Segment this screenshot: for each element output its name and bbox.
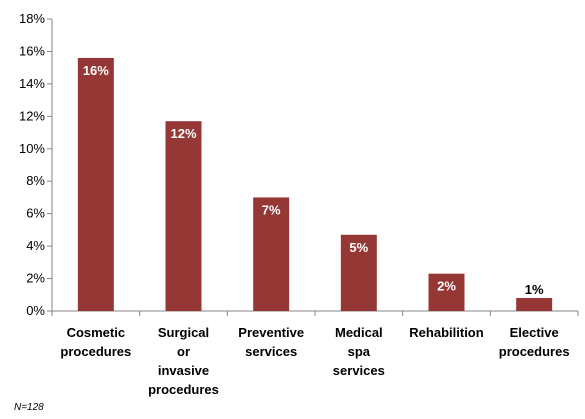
- data-label: 16%: [83, 63, 109, 78]
- y-tick-label: 0%: [26, 303, 45, 318]
- y-tick-label: 16%: [19, 43, 45, 58]
- x-tick-label: Surgical or invasive procedures: [148, 325, 219, 397]
- y-tick-label: 4%: [26, 238, 45, 253]
- x-axis-ticks: Cosmetic procedures Surgical or invasive proc…: [60, 325, 569, 397]
- x-tick-label: Preventive services: [238, 325, 304, 359]
- bar: [166, 121, 202, 311]
- chart-data-labels: 16% 12% 7% 5% 2% 1%: [83, 63, 544, 297]
- y-axis-ticks: 0% 2% 4% 6% 8% 10% 12% 14% 16% 18%: [19, 11, 52, 318]
- y-tick-label: 12%: [19, 108, 45, 123]
- data-label: 7%: [262, 202, 281, 217]
- y-tick-label: 14%: [19, 76, 45, 91]
- y-tick-label: 6%: [26, 206, 45, 221]
- bar: [78, 58, 114, 311]
- data-label: 1%: [525, 282, 544, 297]
- chart-bars: [78, 58, 552, 311]
- sample-size-note: N=128: [14, 402, 44, 413]
- y-tick-label: 2%: [26, 271, 45, 286]
- x-tick-label: Elective procedures: [499, 325, 570, 359]
- x-tick-label: Cosmetic procedures: [60, 325, 131, 359]
- chart-axes: [52, 19, 578, 316]
- x-tick-label: Medical spa services: [333, 325, 385, 378]
- y-tick-label: 10%: [19, 141, 45, 156]
- data-label: 5%: [349, 240, 368, 255]
- y-tick-label: 8%: [26, 173, 45, 188]
- bar: [516, 298, 552, 311]
- data-label: 12%: [170, 126, 196, 141]
- data-label: 2%: [437, 279, 456, 294]
- x-tick-label: Rehabilition: [409, 325, 483, 340]
- y-tick-label: 18%: [19, 11, 45, 26]
